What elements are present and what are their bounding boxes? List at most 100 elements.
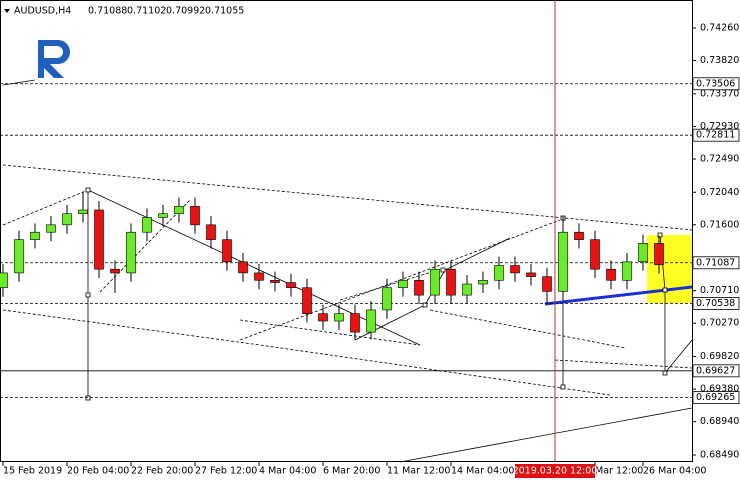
anchor xyxy=(440,267,446,273)
y-tick-label: 0.69380 xyxy=(700,384,739,395)
chart-header: AUDUSD,H4 0.71088 0.71102 0.70992 0.7105… xyxy=(4,6,244,17)
candle-body xyxy=(334,313,344,322)
y-tick-label: 0.72490 xyxy=(700,153,739,164)
candle-body xyxy=(414,280,424,296)
candle-body xyxy=(654,243,664,266)
candle-body xyxy=(606,268,616,281)
candle-body xyxy=(542,276,552,292)
candle-body xyxy=(46,224,56,233)
level-label-box xyxy=(692,77,740,91)
candle-body xyxy=(318,313,328,322)
trend-line xyxy=(87,189,421,346)
anchor xyxy=(85,187,91,193)
candle-body xyxy=(462,283,472,296)
ohlc-high: 0.71102 xyxy=(127,6,166,17)
channel-line xyxy=(239,319,421,346)
cursor-label: 2019.03.20 12:00 xyxy=(513,466,598,477)
level-label-box xyxy=(692,128,740,142)
level-label: 0.71087 xyxy=(696,257,735,268)
y-tick-label: 0.72040 xyxy=(700,187,739,198)
y-tick-label: 0.71600 xyxy=(700,219,739,230)
candle-body xyxy=(430,268,440,296)
y-tick-label: 0.68940 xyxy=(700,416,739,427)
x-tick-label: 15 Feb 2019 xyxy=(3,466,62,477)
channel-line xyxy=(429,309,626,349)
anchor xyxy=(422,302,428,308)
candle-body xyxy=(158,213,168,218)
level-label-box xyxy=(692,256,740,270)
candle-body xyxy=(254,272,264,281)
x-tick-label: 26 Mar 04:00 xyxy=(643,466,706,477)
candle-body xyxy=(590,239,600,270)
candle-body xyxy=(174,206,184,215)
candle-body xyxy=(206,224,216,240)
symbol: AUDUSD,H4 xyxy=(14,6,71,17)
candle-body xyxy=(142,217,152,233)
y-tick-label: 0.70710 xyxy=(700,285,739,296)
ohlc-low: 0.70992 xyxy=(166,6,205,17)
trend-line xyxy=(399,407,693,463)
channel-line xyxy=(2,309,611,396)
candle-body xyxy=(222,239,232,263)
candle-body xyxy=(366,309,376,333)
y-tick-label: 0.73370 xyxy=(700,88,739,99)
cursor-label-box xyxy=(515,464,595,478)
channel-line xyxy=(554,359,693,369)
candle-body xyxy=(478,280,488,285)
header-arrow xyxy=(4,9,10,13)
candle-body xyxy=(62,213,72,226)
channel-line xyxy=(339,267,446,301)
level-label: 0.69265 xyxy=(696,392,735,403)
candle-body xyxy=(350,313,360,333)
candle-body xyxy=(622,261,632,281)
x-tick-label: 11 Mar 12:00 xyxy=(387,466,450,477)
y-tick-label: 0.69820 xyxy=(700,351,739,362)
candle-body xyxy=(78,209,88,215)
candle-body xyxy=(574,231,584,240)
candle-body xyxy=(238,261,248,274)
y-tick-label: 0.73820 xyxy=(700,55,739,66)
candle-body xyxy=(110,268,120,274)
anchor xyxy=(657,232,663,238)
trend-line xyxy=(2,79,36,86)
candle-body xyxy=(190,206,200,226)
x-tick-label: 22 Feb 20:00 xyxy=(131,466,193,477)
logo xyxy=(38,40,70,78)
level-label: 0.69627 xyxy=(696,365,735,376)
channel-line xyxy=(239,219,561,341)
candle-body xyxy=(510,265,520,274)
level-label-box xyxy=(692,391,740,405)
candle-body xyxy=(398,280,408,289)
ohlc-close: 0.71055 xyxy=(205,6,244,17)
candle-body xyxy=(126,231,136,274)
candle-body xyxy=(526,272,536,277)
candle-body xyxy=(558,231,568,292)
level-label: 0.70538 xyxy=(696,298,735,309)
candle-body xyxy=(446,268,456,296)
level-label: 0.73506 xyxy=(696,78,735,89)
anchor xyxy=(560,384,566,390)
x-tick-label: Mar 12:00 xyxy=(595,466,643,477)
y-tick-label: 0.74260 xyxy=(700,22,739,33)
anchor xyxy=(662,287,668,293)
ohlc-open: 0.71088 xyxy=(88,6,127,17)
candle-body xyxy=(0,272,8,289)
channel-line xyxy=(2,164,693,231)
y-tick-label: 0.68490 xyxy=(700,449,739,460)
support-line xyxy=(544,285,693,306)
level-label-box xyxy=(692,364,740,378)
level-label: 0.72811 xyxy=(696,130,735,141)
y-tick-label: 0.72930 xyxy=(700,121,739,132)
anchor xyxy=(85,292,91,298)
y-tick-label: 0.70270 xyxy=(700,318,739,329)
plot-frame xyxy=(0,0,693,462)
candle-body xyxy=(270,280,280,283)
channel-line xyxy=(2,189,89,226)
candle-body xyxy=(638,243,648,263)
x-tick-label: 20 Feb 04:00 xyxy=(67,466,129,477)
level-label-box xyxy=(692,297,740,310)
candle-body xyxy=(382,287,392,311)
candle-body xyxy=(14,239,24,274)
